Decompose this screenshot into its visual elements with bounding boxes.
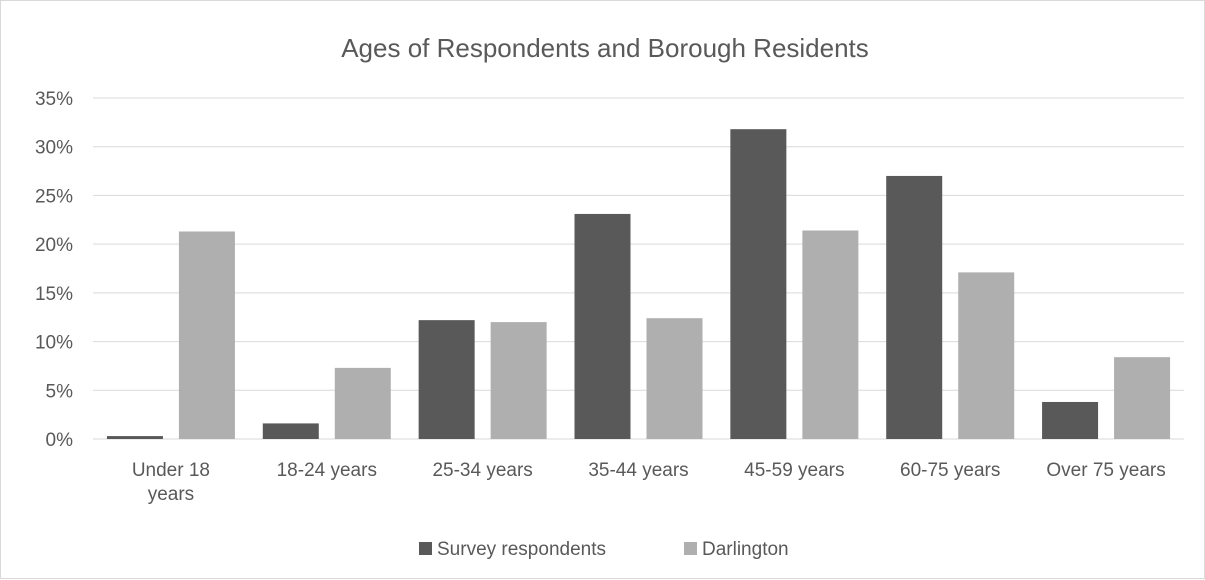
bar-survey-respondents [1042,401,1099,439]
bar-darlington [958,272,1015,439]
bar-survey-respondents [886,175,943,439]
y-tick-label: 5% [46,381,74,402]
y-tick-label: 0% [46,430,74,451]
y-tick-label: 25% [35,186,73,207]
x-tick-label: 35-44 years [588,460,688,481]
x-tick-label: 45-59 years [744,460,844,481]
bar-darlington [490,322,547,439]
legend: Survey respondents Darlington [419,539,789,560]
y-tick-label: 35% [35,89,73,110]
bar-survey-respondents [574,213,631,439]
bar-darlington [178,231,235,439]
legend-label: Survey respondents [437,539,606,560]
x-tick-label: 60-75 years [900,460,1000,481]
x-tick-label: Under 18 years [132,460,210,505]
y-tick-label: 10% [35,333,73,354]
bar-survey-respondents [106,436,163,439]
gridlines [93,97,1184,440]
bar-darlington [802,230,859,439]
bar-survey-respondents [730,129,787,440]
y-tick-label: 30% [35,138,73,159]
y-axis-ticks: 0% 5% 10% 15% 20% 25% 30% 35% [35,89,73,451]
legend-swatch [419,542,432,555]
bar-darlington [646,318,703,439]
bar-survey-respondents [262,423,319,439]
x-axis-ticks: Under 18 years 18-24 years 25-34 years 35-44… [132,460,1166,505]
x-tick-label: 25-34 years [432,460,532,481]
x-tick-label: 18-24 years [277,460,377,481]
y-tick-label: 15% [35,284,73,305]
bar-darlington [334,367,391,439]
y-tick-label: 20% [35,235,73,256]
legend-swatch [684,542,697,555]
bar-survey-respondents [418,320,475,439]
chart-title: Ages of Respondents and Borough Resident… [341,33,869,63]
legend-label: Darlington [702,539,789,560]
x-tick-label: Over 75 years [1046,460,1165,481]
bar-darlington [1114,357,1171,439]
bars [106,129,1171,440]
